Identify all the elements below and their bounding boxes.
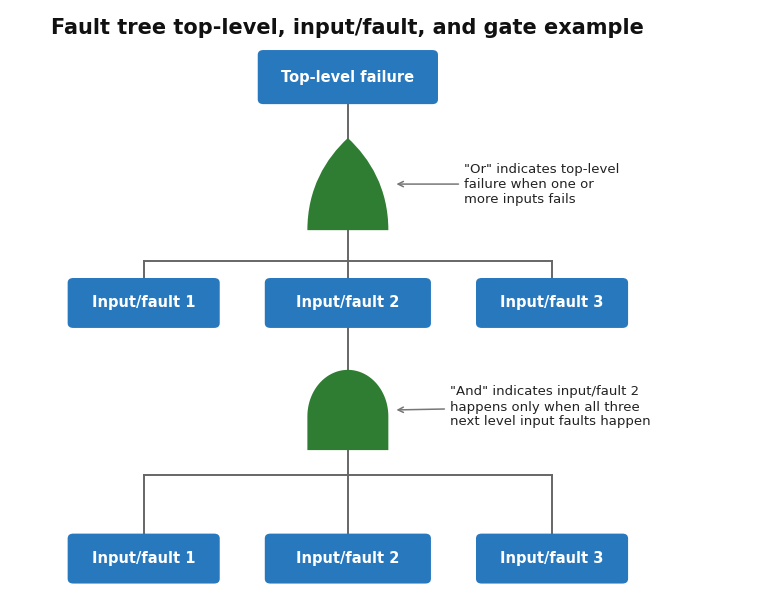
FancyBboxPatch shape [476, 278, 628, 328]
Text: Input/fault 2: Input/fault 2 [296, 295, 399, 310]
Text: Input/fault 1: Input/fault 1 [92, 551, 195, 566]
Text: Input/fault 3: Input/fault 3 [500, 295, 603, 310]
PathPatch shape [307, 370, 389, 450]
Text: Top-level failure: Top-level failure [282, 70, 414, 85]
FancyBboxPatch shape [68, 533, 219, 584]
FancyBboxPatch shape [265, 278, 431, 328]
Text: Input/fault 3: Input/fault 3 [500, 551, 603, 566]
Text: Input/fault 2: Input/fault 2 [296, 551, 399, 566]
Text: Fault tree top-level, input/fault, and gate example: Fault tree top-level, input/fault, and g… [52, 17, 644, 38]
FancyBboxPatch shape [265, 533, 431, 584]
Text: Input/fault 1: Input/fault 1 [92, 295, 195, 310]
PathPatch shape [307, 138, 389, 230]
FancyBboxPatch shape [476, 533, 628, 584]
Text: "Or" indicates top-level
failure when one or
more inputs fails: "Or" indicates top-level failure when on… [398, 163, 619, 206]
FancyBboxPatch shape [258, 50, 438, 104]
FancyBboxPatch shape [68, 278, 219, 328]
Text: "And" indicates input/fault 2
happens only when all three
next level input fault: "And" indicates input/fault 2 happens on… [398, 385, 650, 428]
